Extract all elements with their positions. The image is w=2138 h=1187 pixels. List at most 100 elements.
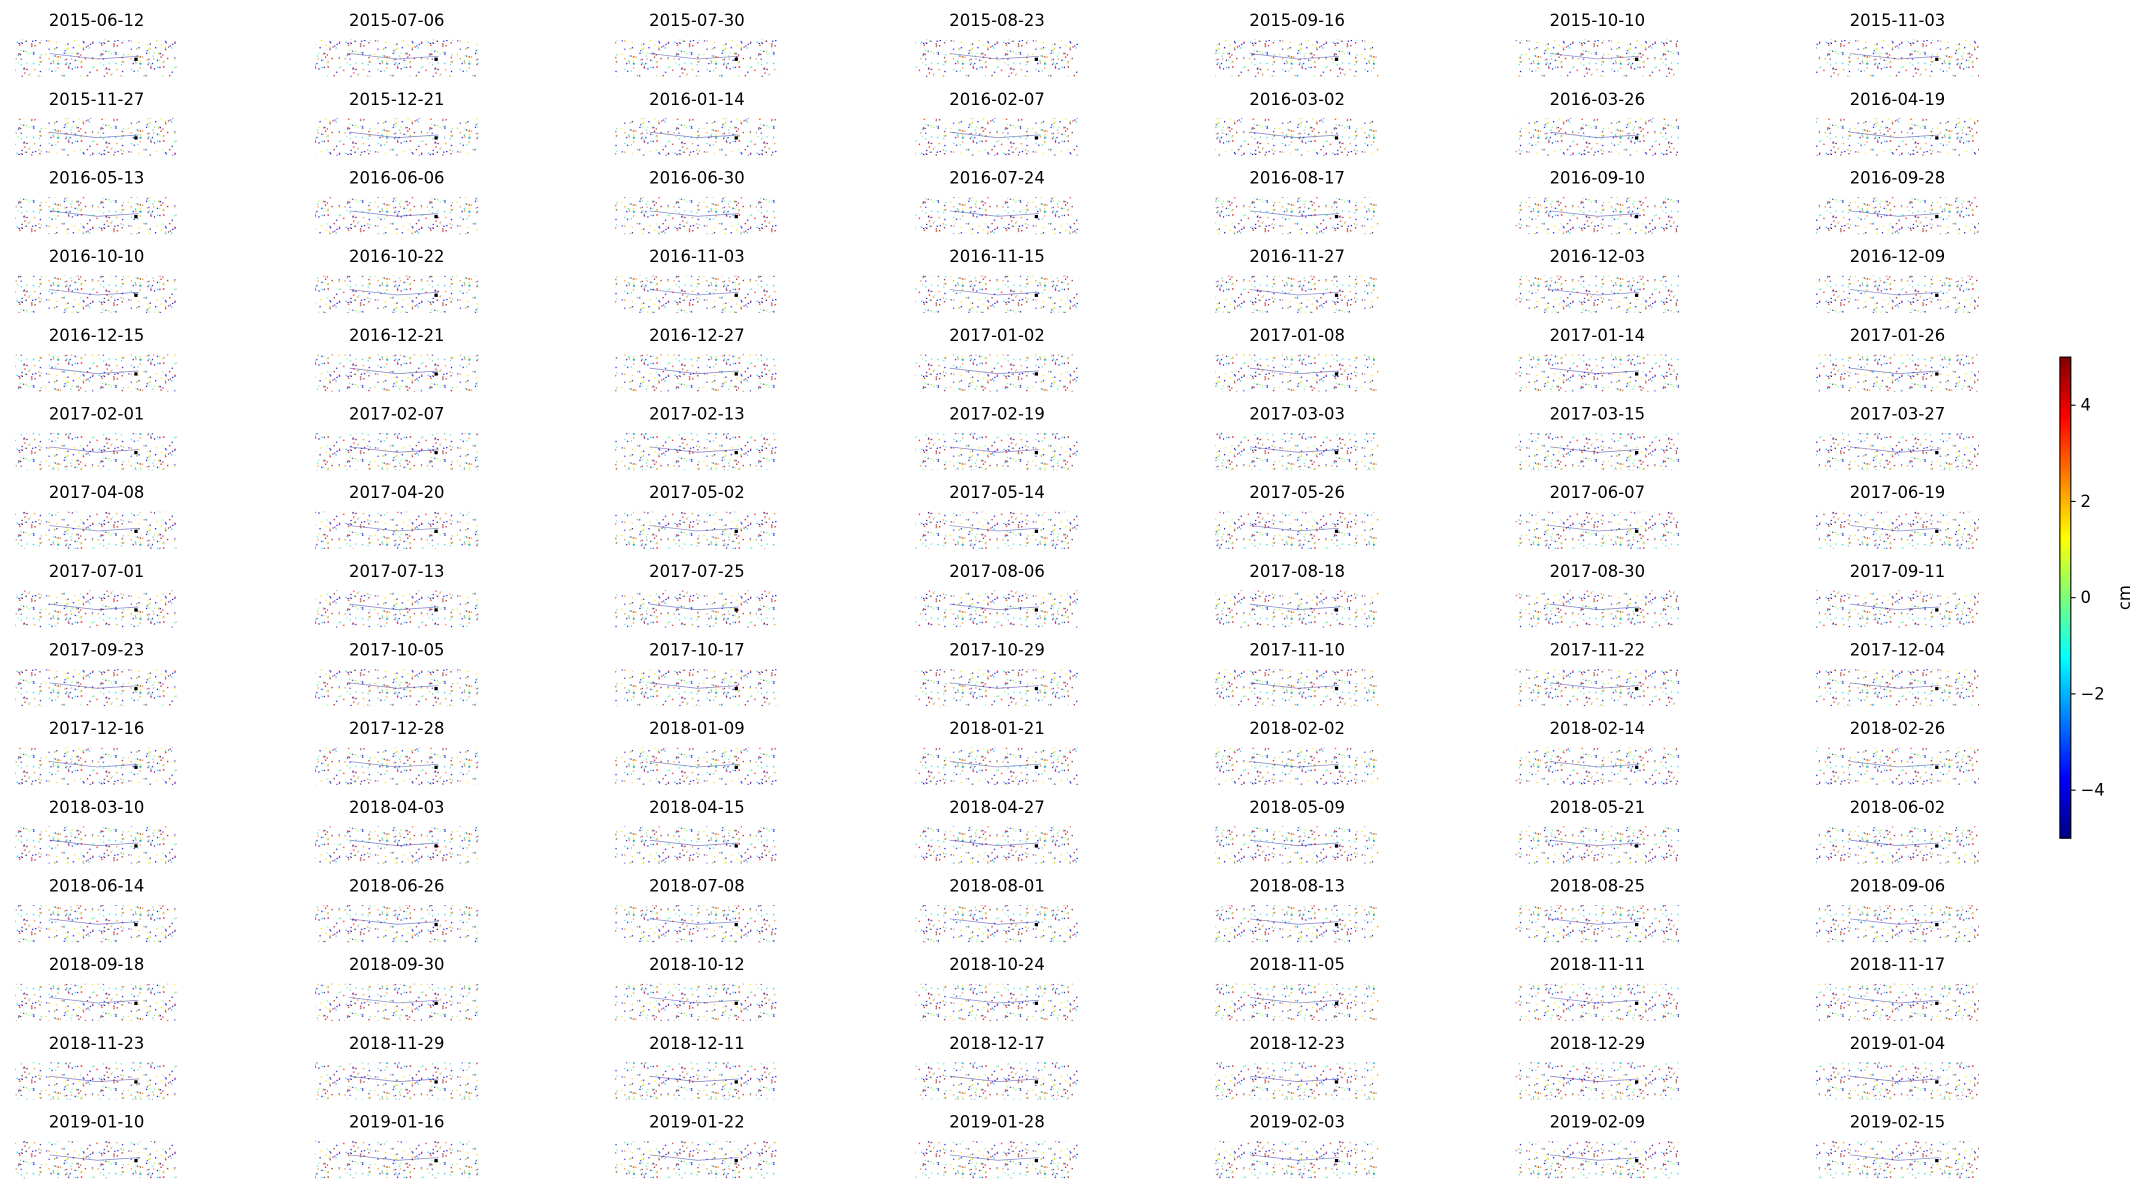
panel-image xyxy=(1215,747,1379,785)
reference-point xyxy=(434,1080,438,1084)
reference-point xyxy=(734,214,738,219)
panel: 2018-10-12 xyxy=(615,955,779,1021)
reference-point xyxy=(434,844,438,848)
panel-title: 2016-11-03 xyxy=(649,247,745,266)
panel-title: 2017-02-07 xyxy=(349,404,445,423)
panel: 2015-08-23 xyxy=(915,11,1079,77)
panel-title: 2017-05-26 xyxy=(1249,483,1345,502)
fault-trace xyxy=(49,1154,139,1161)
reference-point xyxy=(134,922,138,927)
panel-image xyxy=(1815,118,1980,156)
reference-point xyxy=(1334,214,1339,219)
panel-image xyxy=(1215,118,1379,156)
reference-point xyxy=(1034,214,1039,219)
panel-title: 2015-12-21 xyxy=(349,90,445,109)
panel: 2019-02-03 xyxy=(1215,1112,1379,1179)
colorbar-tick-label: −4 xyxy=(2080,781,2104,800)
panel-image xyxy=(915,747,1079,785)
panel-title: 2019-02-09 xyxy=(1550,1112,1646,1131)
fault-trace xyxy=(949,682,1039,689)
fault-trace xyxy=(49,1075,139,1083)
panel: 2018-02-26 xyxy=(1815,719,1980,785)
colorbar-label: cm xyxy=(2115,585,2134,610)
reference-point xyxy=(434,293,438,297)
panel-image xyxy=(15,39,179,77)
fault-trace xyxy=(1850,682,1940,689)
panel: 2016-10-10 xyxy=(15,247,179,313)
panel: 2017-04-08 xyxy=(15,483,179,549)
panel-title: 2016-12-15 xyxy=(49,326,145,345)
panel-image xyxy=(1215,354,1379,392)
panel: 2017-03-27 xyxy=(1815,404,1980,471)
reference-point xyxy=(1034,293,1039,297)
fault-trace xyxy=(949,289,1039,296)
panel: 2019-02-09 xyxy=(1515,1112,1679,1179)
panel: 2017-04-20 xyxy=(315,483,479,549)
panel-title: 2017-07-01 xyxy=(49,562,145,581)
panel-title: 2017-03-27 xyxy=(1850,404,1946,423)
panel-image xyxy=(615,747,779,785)
panel-title: 2016-12-21 xyxy=(349,326,445,345)
colorbar-gradient xyxy=(2059,356,2072,839)
fault-trace xyxy=(49,53,139,60)
reference-point xyxy=(1635,214,1639,219)
panel-image xyxy=(15,1062,179,1100)
panel-title: 2018-11-23 xyxy=(49,1034,145,1053)
panel-title: 2015-11-03 xyxy=(1850,11,1946,30)
panel: 2017-02-13 xyxy=(615,404,779,471)
fault-trace xyxy=(1850,446,1940,453)
panel: 2019-01-22 xyxy=(615,1112,779,1179)
reference-point xyxy=(1334,1080,1339,1084)
panel-title: 2018-02-02 xyxy=(1249,719,1345,738)
panel: 2016-12-21 xyxy=(315,326,479,392)
panel-image xyxy=(615,905,779,943)
fault-trace xyxy=(1249,289,1340,296)
panel-title: 2018-07-08 xyxy=(649,876,745,895)
panel-image xyxy=(15,983,179,1021)
panel: 2016-07-24 xyxy=(915,168,1079,235)
reference-point xyxy=(134,372,138,376)
panel-image xyxy=(15,197,179,235)
fault-trace xyxy=(349,210,439,217)
fault-trace xyxy=(49,131,139,139)
reference-point xyxy=(434,529,438,533)
panel-title: 2016-04-19 xyxy=(1850,90,1946,109)
fault-trace xyxy=(1850,1154,1940,1161)
panel-title: 2018-03-10 xyxy=(49,798,145,817)
reference-point xyxy=(1935,214,1939,219)
fault-trace xyxy=(1550,1075,1640,1083)
panel: 2018-08-25 xyxy=(1515,876,1679,943)
reference-point xyxy=(134,214,138,219)
reference-point xyxy=(734,293,738,297)
reference-point xyxy=(1635,608,1639,612)
fault-trace xyxy=(649,603,739,611)
panel-image xyxy=(615,118,779,156)
panel-image xyxy=(1215,1141,1379,1179)
panel-image xyxy=(15,826,179,864)
panel-image xyxy=(615,197,779,235)
fault-trace xyxy=(349,839,439,847)
reference-point xyxy=(1635,686,1639,691)
panel-image xyxy=(615,1062,779,1100)
reference-point xyxy=(434,1158,438,1163)
reference-point xyxy=(1334,57,1339,61)
fault-trace xyxy=(1249,839,1340,847)
reference-point xyxy=(434,136,438,140)
reference-point xyxy=(1034,844,1039,848)
panel: 2018-04-27 xyxy=(915,798,1079,864)
panel-image xyxy=(15,433,179,471)
panel: 2016-11-27 xyxy=(1215,247,1379,313)
panel-image xyxy=(915,1062,1079,1100)
fault-trace xyxy=(49,761,139,768)
fault-trace xyxy=(649,210,739,217)
fault-trace xyxy=(49,603,139,611)
panel-image xyxy=(1815,669,1980,707)
fault-trace xyxy=(649,525,739,532)
fault-trace xyxy=(649,131,739,139)
panel: 2017-07-01 xyxy=(15,562,179,628)
panel-image xyxy=(615,275,779,313)
panel: 2019-01-04 xyxy=(1815,1034,1980,1100)
panel: 2016-12-09 xyxy=(1815,247,1980,313)
panel-title: 2016-06-30 xyxy=(649,168,745,187)
panel-title: 2016-03-02 xyxy=(1249,90,1345,109)
